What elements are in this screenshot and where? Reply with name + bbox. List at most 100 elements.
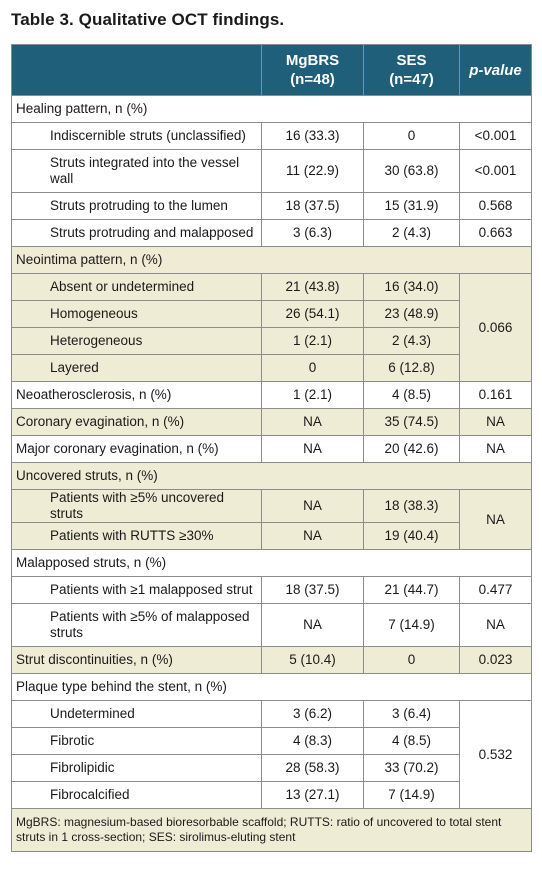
ses-cell: 35 (74.5): [363, 408, 460, 436]
pvalue-cell: <0.001: [459, 149, 532, 193]
table-row: Fibrocalcified 13 (27.1) 7 (14.9): [11, 781, 532, 809]
mgbrs-cell: 3 (6.2): [261, 700, 364, 728]
pvalue-cell: 0.023: [459, 646, 532, 674]
pvalue-cell: 0.477: [459, 576, 532, 604]
row-label: Indiscernible struts (unclassified): [11, 122, 262, 150]
row-label: Layered: [11, 354, 262, 382]
row-label: Fibrotic: [11, 727, 262, 755]
findings-table: MgBRS (n=48) SES (n=47) p-value Healing pa…: [11, 44, 532, 852]
header-mgbrs: MgBRS (n=48): [261, 44, 364, 96]
table-row: Strut discontinuities, n (%) 5 (10.4) 0 …: [11, 646, 532, 674]
pvalue-cell: 0.066: [459, 273, 532, 382]
section-row: Malapposed struts, n (%): [11, 549, 532, 577]
mgbrs-cell: 3 (6.3): [261, 219, 364, 247]
table-row: Patients with RUTTS ≥30% NA 19 (40.4): [11, 522, 532, 550]
mgbrs-cell: 21 (43.8): [261, 273, 364, 301]
header-pvalue: p-value: [459, 44, 532, 96]
table-row: Homogeneous 26 (54.1) 23 (48.9): [11, 300, 532, 328]
row-label: Major coronary evagination, n (%): [11, 435, 262, 463]
mgbrs-cell: 1 (2.1): [261, 381, 364, 409]
mgbrs-cell: NA: [261, 435, 364, 463]
ses-cell: 4 (8.5): [363, 381, 460, 409]
table-row: Neoatherosclerosis, n (%) 1 (2.1) 4 (8.5…: [11, 381, 532, 409]
section-label: Uncovered struts, n (%): [11, 462, 532, 490]
pvalue-cell: NA: [459, 489, 532, 550]
section-row: Healing pattern, n (%): [11, 95, 532, 123]
section-label: Healing pattern, n (%): [11, 95, 532, 123]
mgbrs-cell: 18 (37.5): [261, 192, 364, 220]
mgbrs-cell: 5 (10.4): [261, 646, 364, 674]
table-title: Table 3. Qualitative OCT findings.: [11, 10, 285, 29]
section-row: Uncovered struts, n (%): [11, 462, 532, 490]
table-footnote: MgBRS: magnesium-based bioresorbable sca…: [11, 808, 532, 852]
row-label: Patients with ≥1 malapposed strut: [11, 576, 262, 604]
mgbrs-cell: 11 (22.9): [261, 149, 364, 193]
header-mgbrs-n: (n=48): [290, 71, 335, 88]
header-row: MgBRS (n=48) SES (n=47) p-value: [11, 44, 532, 96]
section-row: Plaque type behind the stent, n (%): [11, 673, 532, 701]
row-label: Struts protruding and malapposed: [11, 219, 262, 247]
ses-cell: 4 (8.5): [363, 727, 460, 755]
ses-cell: 33 (70.2): [363, 754, 460, 782]
row-label: Coronary evagination, n (%): [11, 408, 262, 436]
ses-cell: 23 (48.9): [363, 300, 460, 328]
row-label: Homogeneous: [11, 300, 262, 328]
table-row: Indiscernible struts (unclassified) 16 (…: [11, 122, 532, 150]
mgbrs-cell: 13 (27.1): [261, 781, 364, 809]
ses-cell: 3 (6.4): [363, 700, 460, 728]
mgbrs-cell: 16 (33.3): [261, 122, 364, 150]
pvalue-cell: 0.161: [459, 381, 532, 409]
ses-cell: 2 (4.3): [363, 327, 460, 355]
table-row: Patients with ≥5% uncovered struts NA 18…: [11, 489, 532, 550]
table-row: Layered 0 6 (12.8): [11, 354, 532, 382]
section-label: Malapposed struts, n (%): [11, 549, 532, 577]
footnote-row: MgBRS: magnesium-based bioresorbable sca…: [11, 808, 532, 852]
mgbrs-cell: NA: [261, 408, 364, 436]
table-row: Fibrotic 4 (8.3) 4 (8.5): [11, 727, 532, 755]
ses-cell: 0: [363, 646, 460, 674]
ses-cell: 30 (63.8): [363, 149, 460, 193]
ses-cell: 2 (4.3): [363, 219, 460, 247]
pvalue-cell: NA: [459, 408, 532, 436]
section-label: Plaque type behind the stent, n (%): [11, 673, 532, 701]
pvalue-cell: <0.001: [459, 122, 532, 150]
table-row: Major coronary evagination, n (%) NA 20 …: [11, 435, 532, 463]
mgbrs-cell: 26 (54.1): [261, 300, 364, 328]
header-ses: SES (n=47): [363, 44, 460, 96]
ses-cell: 0: [363, 122, 460, 150]
row-label: Fibrocalcified: [11, 781, 262, 809]
table-row: Patients with ≥1 malapposed strut 18 (37…: [11, 576, 532, 604]
table-row: Fibrolipidic 28 (58.3) 33 (70.2): [11, 754, 532, 782]
row-label: Struts protruding to the lumen: [11, 192, 262, 220]
header-mgbrs-name: MgBRS: [285, 52, 340, 69]
ses-cell: 21 (44.7): [363, 576, 460, 604]
row-label: Undetermined: [11, 700, 262, 728]
header-ses-n: (n=47): [389, 71, 434, 88]
mgbrs-cell: NA: [261, 489, 364, 523]
row-label: Fibrolipidic: [11, 754, 262, 782]
table-row: Coronary evagination, n (%) NA 35 (74.5)…: [11, 408, 532, 436]
ses-cell: 19 (40.4): [363, 522, 460, 550]
row-label: Absent or undetermined: [11, 273, 262, 301]
table-row: Struts integrated into the vessel wall 1…: [11, 149, 532, 193]
table-row: Undetermined 3 (6.2) 3 (6.4) 0.532: [11, 700, 532, 809]
pvalue-cell: NA: [459, 603, 532, 647]
mgbrs-cell: NA: [261, 522, 364, 550]
row-label: Neoatherosclerosis, n (%): [11, 381, 262, 409]
pvalue-cell: 0.663: [459, 219, 532, 247]
row-label: Patients with ≥5% of malapposed struts: [11, 603, 262, 647]
table-row: Struts protruding and malapposed 3 (6.3)…: [11, 219, 532, 247]
ses-cell: 6 (12.8): [363, 354, 460, 382]
mgbrs-cell: 18 (37.5): [261, 576, 364, 604]
header-ses-name: SES: [396, 52, 427, 69]
row-label: Patients with RUTTS ≥30%: [11, 522, 262, 550]
table-row: Patients with ≥5% of malapposed struts N…: [11, 603, 532, 647]
section-row: Neointima pattern, n (%): [11, 246, 532, 274]
pvalue-cell: 0.568: [459, 192, 532, 220]
table-row: Heterogeneous 1 (2.1) 2 (4.3): [11, 327, 532, 355]
mgbrs-cell: 0: [261, 354, 364, 382]
ses-cell: 15 (31.9): [363, 192, 460, 220]
pvalue-cell: 0.532: [459, 700, 532, 809]
ses-cell: 7 (14.9): [363, 781, 460, 809]
